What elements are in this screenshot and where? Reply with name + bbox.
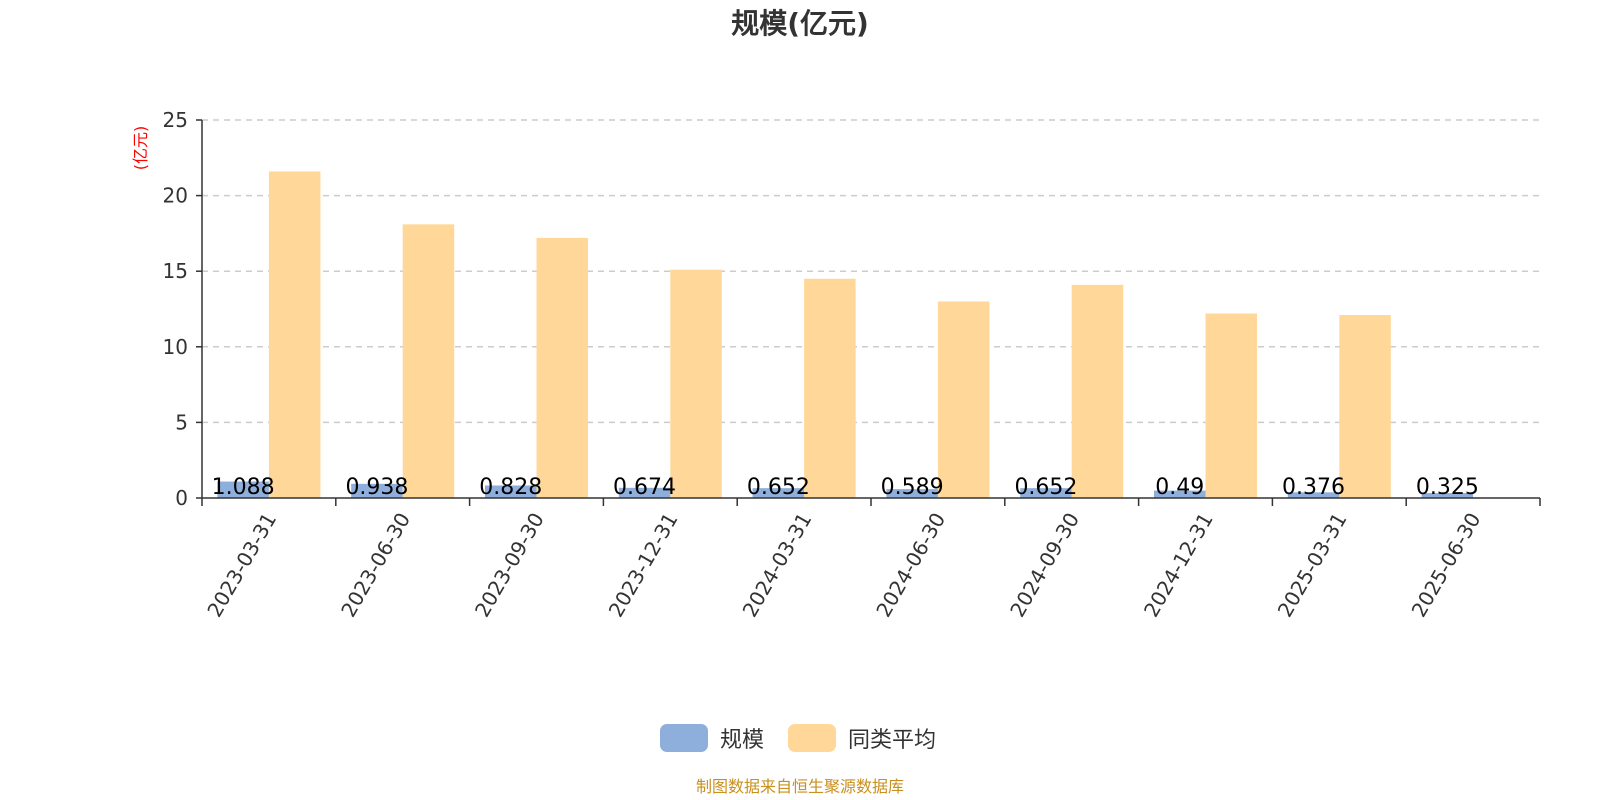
x-tick-label: 2023-12-31: [604, 509, 683, 622]
bar-scale: [1421, 493, 1474, 498]
chart-title: 规模(亿元): [731, 7, 869, 40]
bar-peer-average: [1339, 315, 1391, 498]
bar-peer-average: [670, 269, 722, 498]
bar-scale: [1020, 488, 1072, 498]
y-tick-label: 25: [163, 108, 188, 132]
bar-scale: [618, 487, 671, 498]
data-label: 0.325: [1416, 475, 1479, 500]
legend-label: 同类平均: [848, 728, 936, 753]
data-label: 0.652: [747, 475, 810, 500]
bar-peer-average: [1071, 284, 1124, 498]
legend-item-peer-average[interactable]: 同类平均: [788, 724, 936, 753]
bar-peer-average: [268, 171, 321, 498]
legend-swatch: [788, 724, 836, 752]
data-label: 0.938: [345, 475, 408, 500]
bar-scale: [217, 481, 269, 498]
bar-peer-average: [402, 224, 455, 498]
legend-swatch: [660, 724, 708, 752]
bar-scale: [1287, 492, 1340, 498]
legend-label: 规模: [720, 728, 764, 753]
y-axis-unit-label: (亿元): [131, 126, 150, 171]
bars: [217, 171, 1474, 498]
data-label: 0.589: [881, 475, 944, 500]
data-label: 0.49: [1155, 475, 1204, 500]
bar-peer-average: [1205, 313, 1258, 498]
bar-scale: [484, 485, 537, 498]
data-label: 0.652: [1014, 475, 1077, 500]
x-tick-label: 2023-06-30: [336, 509, 415, 622]
legend-item-scale[interactable]: 规模: [660, 724, 764, 753]
x-tick-label: 2024-03-31: [738, 509, 817, 622]
source-note: 制图数据来自恒生聚源数据库: [696, 777, 904, 796]
data-label: 0.376: [1282, 475, 1345, 500]
y-tick-label: 5: [175, 410, 188, 434]
x-tick-label: 2024-06-30: [871, 509, 950, 622]
legend[interactable]: 规模 同类平均: [660, 724, 936, 753]
bar-scale: [886, 489, 938, 498]
x-tick-label: 2023-09-30: [470, 509, 549, 622]
y-tick-label: 15: [163, 259, 188, 283]
bar-peer-average: [937, 301, 990, 498]
x-tick-label: 2023-03-31: [202, 509, 281, 622]
y-tick-label: 10: [163, 335, 188, 359]
x-tick-label: 2025-06-30: [1407, 509, 1486, 622]
data-label: 0.674: [613, 475, 676, 500]
x-tick-label: 2025-03-31: [1273, 509, 1352, 622]
bar-peer-average: [536, 237, 589, 498]
data-labels: 1.088 0.938 0.828 0.674 0.652 0.589 0.652 0.49 0…: [212, 475, 1479, 500]
x-tick-label: 2024-12-31: [1139, 509, 1218, 622]
bar-scale: [351, 483, 403, 498]
data-label: 0.828: [479, 475, 542, 500]
bar-scale: [752, 488, 805, 498]
y-tick-label: 20: [163, 184, 188, 208]
x-tick-label: 2024-09-30: [1005, 509, 1084, 622]
bar-scale: [1153, 490, 1206, 498]
y-tick-label: 0: [175, 486, 188, 510]
data-label: 1.088: [212, 475, 275, 500]
bar-peer-average: [804, 278, 856, 498]
